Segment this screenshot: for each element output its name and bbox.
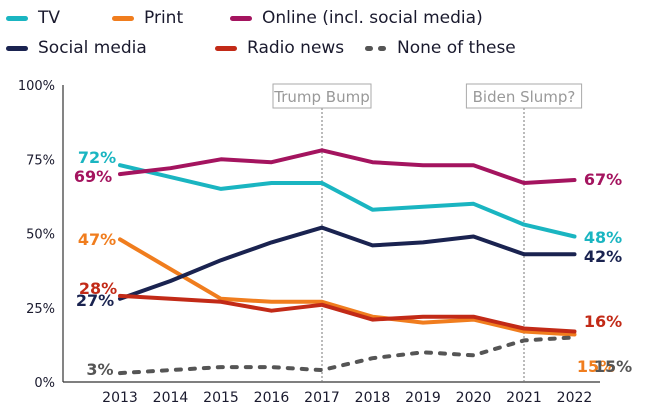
legend-label-tv: TV — [38, 8, 61, 28]
start-label-5: 3% — [86, 360, 113, 379]
annotation-box — [272, 83, 372, 109]
y-tick-label: 75% — [26, 153, 55, 168]
legend-label-none: None of these — [397, 38, 516, 58]
legend-item-online: Online (incl. social media) — [230, 8, 483, 28]
annotation-box — [465, 83, 583, 109]
legend-swatch-social-media — [6, 45, 28, 51]
legend-item-none: None of these — [365, 38, 516, 58]
series-line-3 — [118, 225, 577, 301]
legend-label-print: Print — [144, 8, 184, 28]
legend-item-tv: TV — [6, 8, 60, 28]
x-tick-label: 2022 — [557, 390, 593, 405]
end-label-1: 15% — [577, 357, 615, 376]
start-label-4: 28% — [79, 279, 117, 298]
legend: TV Print Online (incl. social media) Soc… — [0, 0, 670, 80]
series-line-2 — [118, 148, 577, 185]
x-tick-label: 2018 — [355, 390, 391, 405]
x-tick-label: 2014 — [153, 390, 189, 405]
legend-swatch-none — [365, 45, 387, 51]
legend-item-social-media: Social media — [6, 38, 147, 58]
end-label-3: 42% — [584, 247, 622, 266]
legend-item-print: Print — [112, 8, 183, 28]
start-label-2: 69% — [74, 167, 112, 186]
y-tick-label: 0% — [34, 376, 55, 391]
annotation-label: Trump Bump — [273, 88, 369, 106]
annotation-label: Biden Slump? — [473, 88, 576, 106]
legend-swatch-tv — [6, 15, 28, 21]
series-line-1 — [118, 237, 577, 337]
end-label-5: 15% — [594, 357, 632, 376]
y-tick-label: 100% — [18, 79, 55, 94]
x-tick-label: 2021 — [506, 390, 542, 405]
start-label-0: 72% — [78, 148, 116, 167]
start-label-1: 47% — [78, 230, 116, 249]
legend-swatch-radio — [215, 45, 237, 51]
end-label-4: 16% — [584, 312, 622, 331]
x-tick-label: 2020 — [456, 390, 492, 405]
x-tick-label: 2015 — [203, 390, 239, 405]
y-tick-label: 25% — [26, 302, 55, 317]
start-label-3: 27% — [76, 291, 114, 310]
legend-label-radio: Radio news — [247, 38, 345, 58]
end-label-0: 48% — [584, 228, 622, 247]
series-line-0 — [118, 163, 577, 239]
x-tick-label: 2017 — [304, 390, 340, 405]
legend-swatch-print — [112, 15, 134, 21]
legend-label-social-media: Social media — [38, 38, 147, 58]
series-line-4 — [118, 293, 577, 334]
x-tick-label: 2019 — [405, 390, 441, 405]
x-tick-label: 2016 — [254, 390, 290, 405]
legend-item-radio: Radio news — [215, 38, 344, 58]
x-tick-label: 2013 — [102, 390, 138, 405]
series-line-5 — [118, 335, 577, 376]
y-tick-label: 50% — [26, 228, 55, 243]
legend-swatch-online — [230, 15, 252, 21]
end-label-2: 67% — [584, 170, 622, 189]
legend-label-online: Online (incl. social media) — [262, 8, 483, 28]
